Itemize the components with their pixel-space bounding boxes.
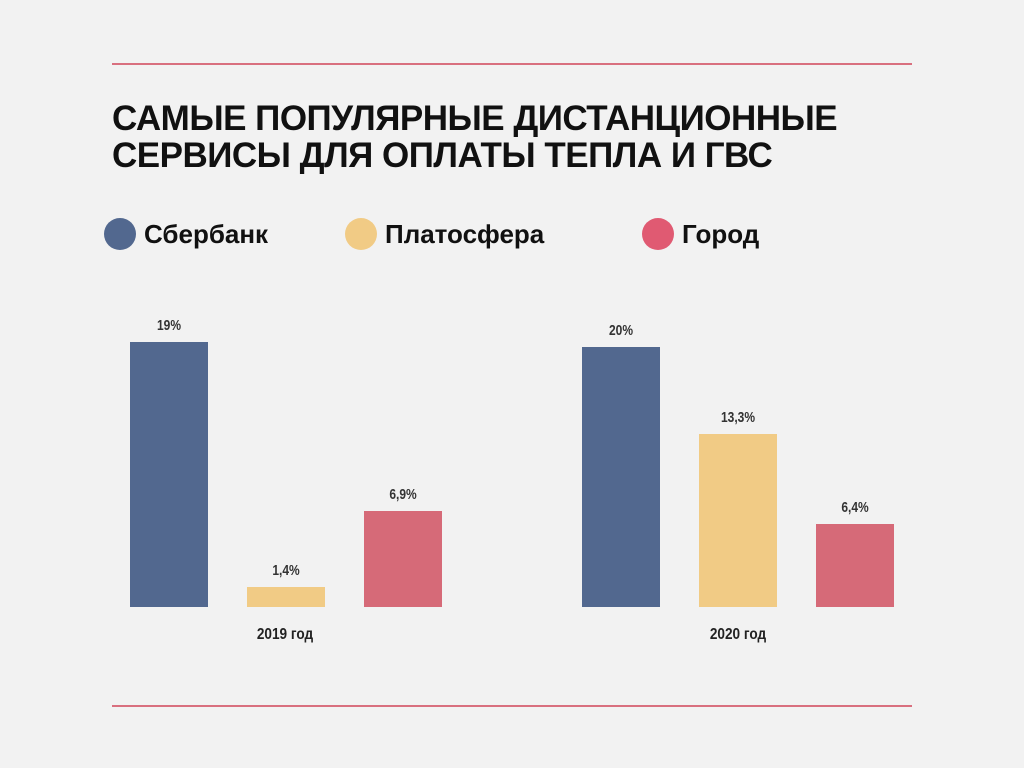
data-label: 1,4% (272, 562, 300, 580)
data-label: 13,3% (720, 409, 756, 427)
legend-item-sberbank: Сбербанк (104, 218, 268, 250)
bar-1-1 (699, 434, 777, 607)
data-label: 6,4% (841, 498, 869, 516)
category-label-2019: 2019 год (256, 626, 314, 643)
legend-swatch (104, 218, 136, 250)
bottom-rule (112, 705, 912, 707)
data-label: 19% (156, 317, 182, 334)
chart-title: САМЫЕ ПОПУЛЯРНЫЕ ДИСТАНЦИОННЫЕ СЕРВИСЫ ДЛ… (112, 99, 838, 175)
bar-1-0 (582, 347, 660, 607)
bar-1-2 (816, 523, 894, 607)
legend-swatch (345, 218, 377, 250)
legend-swatch (642, 218, 674, 250)
top-rule (112, 63, 912, 65)
data-label: 6,9% (389, 485, 417, 503)
category-label-2020: 2020 год (709, 626, 767, 643)
bar-0-2 (364, 510, 442, 607)
legend-item-gorod: Город (642, 218, 759, 250)
bar-0-1 (247, 587, 325, 607)
data-label: 20% (608, 322, 634, 339)
legend-item-platosfera: Платосфера (345, 218, 544, 250)
bar-0-0 (130, 342, 208, 607)
